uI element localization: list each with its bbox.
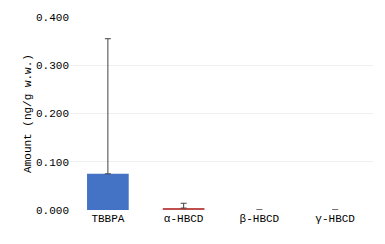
svg-text:0.300: 0.300 [36, 60, 69, 72]
svg-text:0.400: 0.400 [36, 12, 69, 24]
svg-text:α-HBCD: α-HBCD [164, 213, 204, 225]
svg-text:0.000: 0.000 [36, 205, 69, 217]
svg-text:β-HBCD: β-HBCD [240, 213, 280, 225]
svg-text:0.100: 0.100 [36, 157, 69, 169]
svg-text:TBBPA: TBBPA [91, 213, 124, 225]
svg-text:Amount (ng/g w.w.): Amount (ng/g w.w.) [22, 54, 34, 173]
svg-text:0.200: 0.200 [36, 108, 69, 120]
svg-text:γ-HBCD: γ-HBCD [315, 213, 355, 225]
